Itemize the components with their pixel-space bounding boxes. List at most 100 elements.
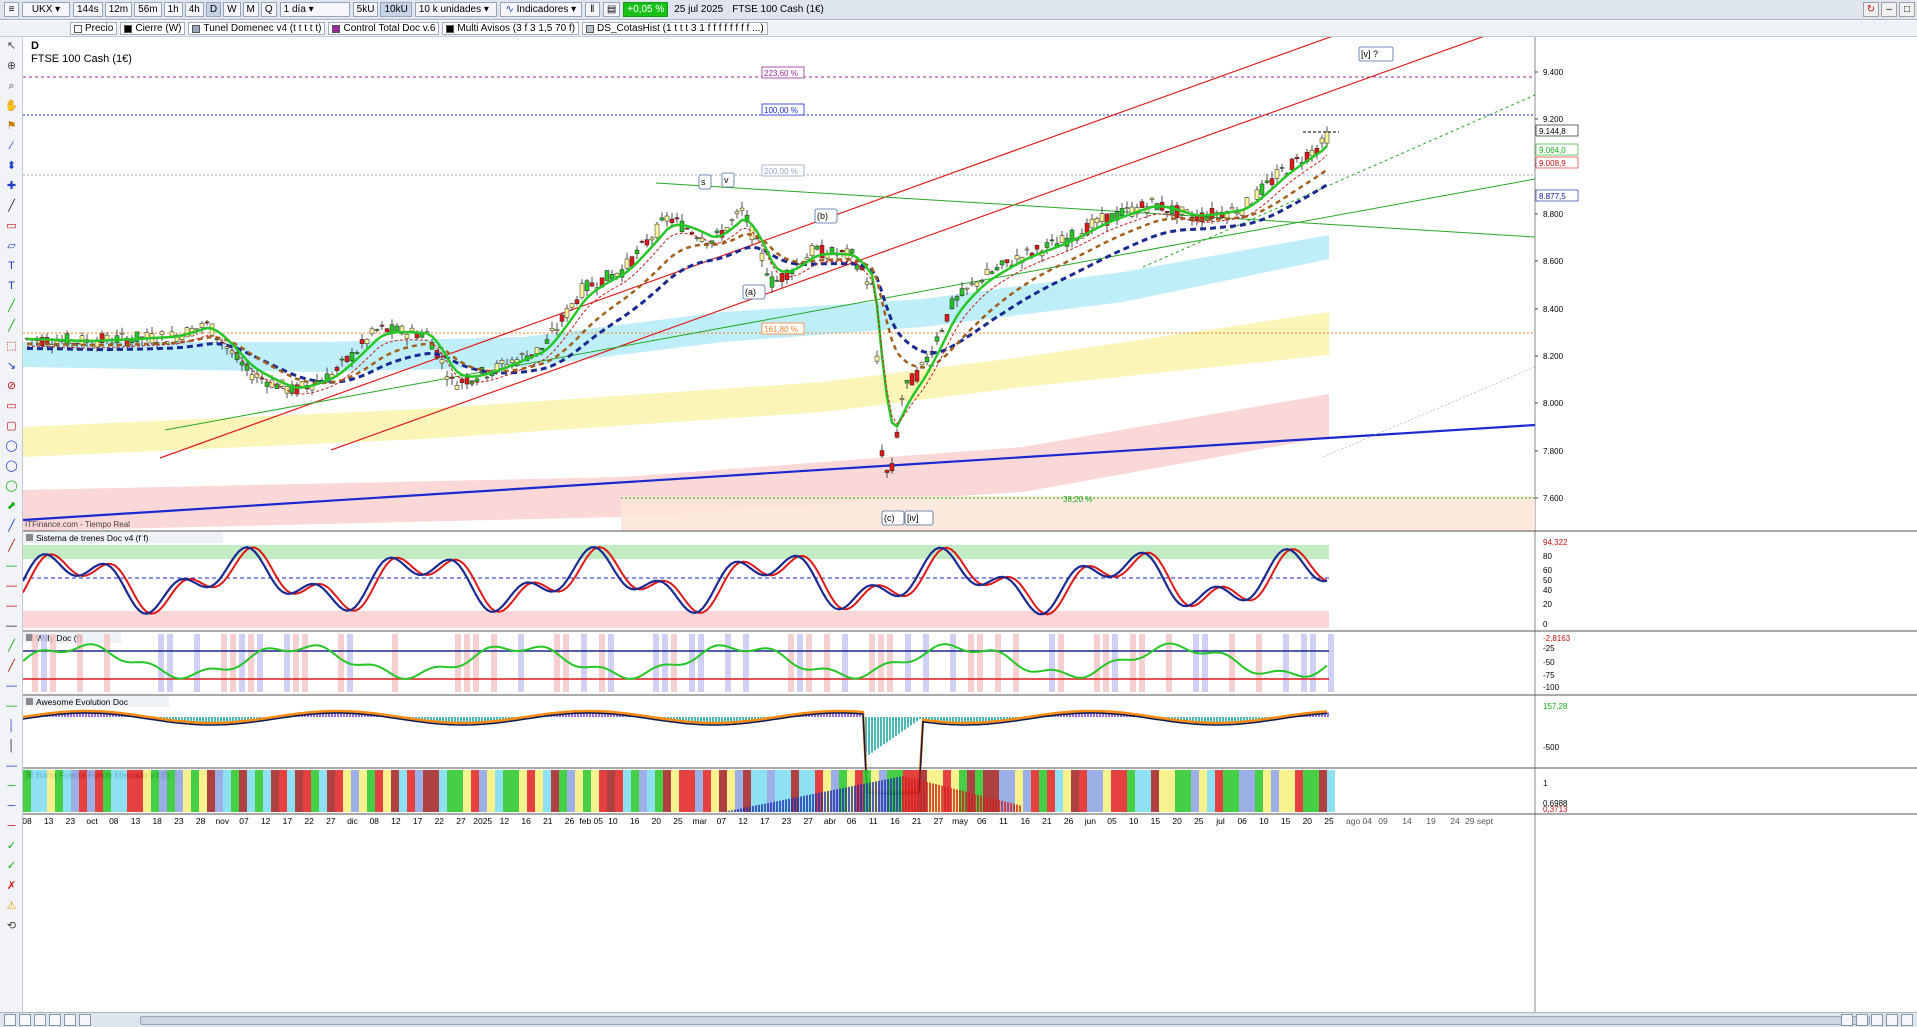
plus-icon[interactable]: ✚ xyxy=(6,180,17,192)
ring-icon[interactable]: ◯ xyxy=(5,480,18,492)
pause-icon[interactable]: ‖ xyxy=(584,2,600,17)
hline-icon[interactable]: — xyxy=(6,680,17,692)
redo-icon[interactable] xyxy=(1856,1014,1868,1026)
timeframe-button[interactable]: 1h xyxy=(163,2,183,17)
hand-icon[interactable]: ✋ xyxy=(4,100,19,112)
willy-bar xyxy=(50,634,56,692)
timeframe-button[interactable]: 4h xyxy=(184,2,204,17)
panel-icon xyxy=(26,534,33,541)
box-icon[interactable]: ⬚ xyxy=(6,340,17,352)
candle-body xyxy=(269,379,275,388)
hline-icon[interactable]: — xyxy=(6,700,17,712)
unit-button[interactable]: 5kU xyxy=(352,2,379,17)
legend-item[interactable]: DS_CotasHist (1 t t t 3 1 f f f f f f f … xyxy=(582,22,768,35)
print-icon[interactable] xyxy=(64,1014,76,1026)
wave-label: (a) xyxy=(745,287,756,297)
candle-body xyxy=(199,323,205,328)
legend-item[interactable]: Cierre (W) xyxy=(120,22,186,35)
timeframe-button[interactable]: Q xyxy=(260,2,277,17)
cursor-icon[interactable]: ↖ xyxy=(6,40,17,52)
delete-icon[interactable]: ✗ xyxy=(6,880,17,892)
layout-icon[interactable] xyxy=(34,1014,46,1026)
window-icon[interactable] xyxy=(19,1014,31,1026)
square-icon[interactable]: ▢ xyxy=(6,420,17,432)
ray-icon[interactable]: ╱ xyxy=(8,320,15,332)
legend-item[interactable]: Multi Avisos (3 f 3 1,5 70 f) xyxy=(442,22,580,35)
channel-icon[interactable]: ▱ xyxy=(7,240,16,252)
fib-icon[interactable]: ⬍ xyxy=(6,160,17,172)
line-icon[interactable]: ╱ xyxy=(8,520,15,532)
zoom-in-icon[interactable] xyxy=(1871,1014,1883,1026)
menu-icon[interactable]: ≡ xyxy=(4,2,19,17)
arrow-icon[interactable]: ↘ xyxy=(6,360,17,372)
reset-icon[interactable]: ⟲ xyxy=(6,920,17,932)
ray-icon[interactable]: ╱ xyxy=(8,300,15,312)
hline-icon[interactable]: ─ xyxy=(7,800,16,812)
hline-icon[interactable]: — xyxy=(6,560,17,572)
hline-icon[interactable]: ─ xyxy=(7,820,16,832)
minimize-button[interactable]: – xyxy=(1881,2,1897,17)
rect-icon[interactable]: ▭ xyxy=(6,400,17,412)
circle-icon[interactable]: ◯ xyxy=(5,440,18,452)
hline-icon[interactable]: — xyxy=(6,760,17,772)
quantity-dropdown[interactable]: 10 k unidades ▾ xyxy=(414,2,497,17)
force-bar xyxy=(303,770,311,812)
indicators-button[interactable]: ∿ Indicadores ▾ xyxy=(499,2,582,17)
timeframe-button[interactable]: M xyxy=(242,2,259,17)
timeframe-button[interactable]: 144s xyxy=(73,2,103,17)
symbol-selector[interactable]: UKX ▾ xyxy=(22,2,70,17)
force-bar xyxy=(735,770,743,812)
legend-label: Cierre (W) xyxy=(135,23,182,34)
hline-icon[interactable]: — xyxy=(6,580,17,592)
hline-icon[interactable]: — xyxy=(6,620,17,632)
timeframe-button[interactable]: D xyxy=(205,2,222,17)
zoom-out-icon[interactable] xyxy=(1886,1014,1898,1026)
forbid-icon[interactable]: ⊘ xyxy=(6,380,17,392)
arrow-up-icon[interactable]: ⬈ xyxy=(6,500,17,512)
force-bar xyxy=(815,770,823,812)
line-icon[interactable]: ∕ xyxy=(10,140,13,152)
legend-item[interactable]: Tunel Domenec v4 (t t t t t) xyxy=(188,22,326,35)
willy-bar xyxy=(653,634,659,692)
legend-item[interactable]: Control Total Doc v.6 xyxy=(328,22,440,35)
vline-icon[interactable]: │ xyxy=(8,720,15,732)
document-icon[interactable]: ▤ xyxy=(602,2,621,17)
timeframe-button[interactable]: 56m xyxy=(134,2,162,17)
horizontal-scrollbar[interactable] xyxy=(140,1016,1870,1025)
text-icon[interactable]: T xyxy=(8,260,15,272)
save-icon[interactable] xyxy=(49,1014,61,1026)
x-tick: 06 xyxy=(1237,816,1247,826)
trendline-icon[interactable]: ╱ xyxy=(8,200,15,212)
vline-icon[interactable]: │ xyxy=(8,740,15,752)
line-icon[interactable]: ╱ xyxy=(8,640,15,652)
settings-icon[interactable] xyxy=(79,1014,91,1026)
unit-button[interactable]: 10kU xyxy=(380,2,412,17)
grid-icon[interactable] xyxy=(4,1014,16,1026)
flag-icon[interactable]: ⚑ xyxy=(6,120,17,132)
check-icon[interactable]: ✓ xyxy=(6,860,17,872)
zoom-icon[interactable]: ⌕ xyxy=(8,80,15,92)
price-tick: 8.000 xyxy=(1543,399,1564,408)
refresh-icon[interactable]: ↻ xyxy=(1863,2,1879,17)
maximize-button[interactable]: □ xyxy=(1899,2,1915,17)
crosshair-icon[interactable]: ⊕ xyxy=(6,60,17,72)
hline-icon[interactable]: ─ xyxy=(7,780,16,792)
ellipse-icon[interactable]: ◯ xyxy=(5,460,18,472)
x-tick: 18 xyxy=(152,816,162,826)
legend-item[interactable]: Precio xyxy=(70,22,118,35)
lower-tunnel-band xyxy=(23,394,1329,531)
undo-icon[interactable] xyxy=(1841,1014,1853,1026)
line-icon[interactable]: ╱ xyxy=(8,660,15,672)
rectangle-icon[interactable]: ▭ xyxy=(6,220,17,232)
warning-icon[interactable]: ⚠ xyxy=(6,900,17,912)
check-icon[interactable]: ✓ xyxy=(6,840,17,852)
period-dropdown[interactable]: 1 día ▾ xyxy=(279,2,350,17)
hline-icon[interactable]: — xyxy=(6,600,17,612)
awesome-line-dark xyxy=(23,712,1328,795)
fit-icon[interactable] xyxy=(1901,1014,1913,1026)
label-icon[interactable]: T xyxy=(8,280,15,292)
timeframe-button[interactable]: W xyxy=(223,2,241,17)
timeframe-button[interactable]: 12m xyxy=(104,2,133,17)
line-icon[interactable]: ╱ xyxy=(8,540,15,552)
